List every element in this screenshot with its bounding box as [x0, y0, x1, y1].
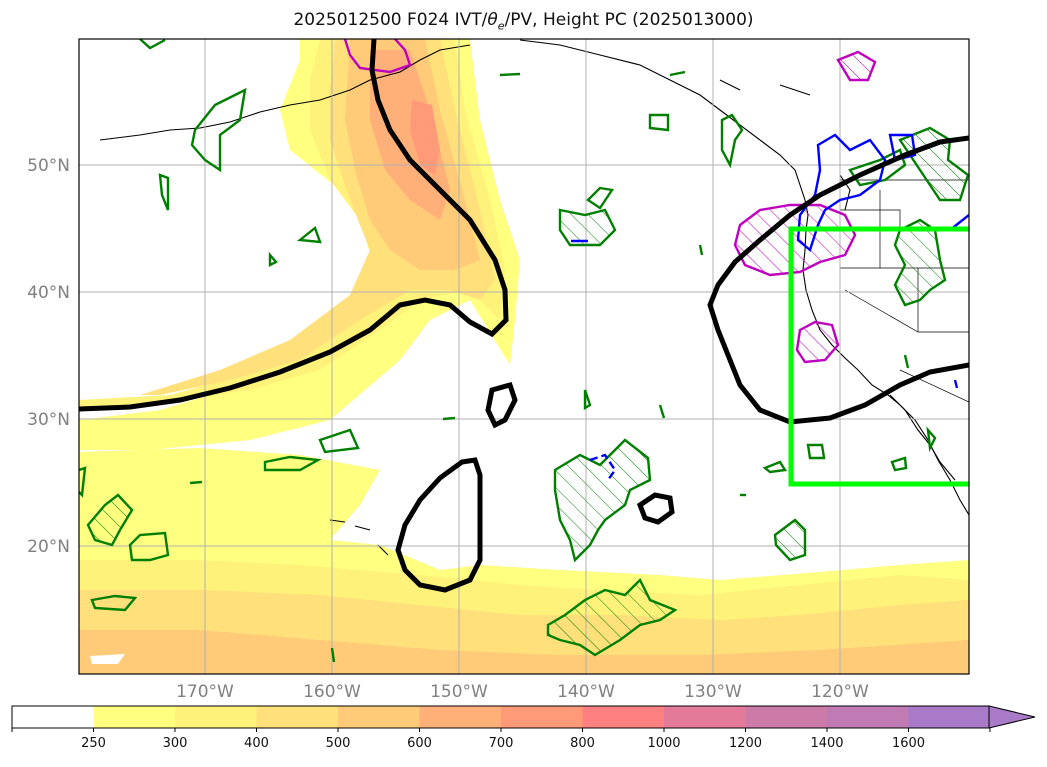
colorbar-segment: [582, 706, 665, 728]
colorbar-tick-label: 400: [244, 736, 269, 751]
map-title: 2025012500 F024 IVT/θe/PV, Height PC (20…: [0, 10, 1047, 32]
colorbar-segment: [338, 706, 420, 728]
lat-label: 20°N: [27, 537, 70, 557]
colorbar-segment: [827, 706, 909, 728]
map-area: [79, 39, 969, 674]
colorbar-segment: [419, 706, 502, 728]
colorbar-extend-arrow: [988, 705, 1036, 729]
colorbar-segment: [745, 706, 828, 728]
colorbar-segment: [93, 706, 176, 728]
colorbar-tick-label: 1600: [892, 736, 925, 751]
theta-e-hatching: [88, 128, 968, 655]
lon-label: 170°W: [176, 682, 234, 702]
map-frame: [78, 38, 970, 675]
graticule: [79, 39, 969, 674]
colorbar-tick-label: 800: [570, 736, 595, 751]
colorbar-tick-label: 600: [407, 736, 432, 751]
title-prefix: 2025012500 F024 IVT/: [293, 10, 488, 30]
lon-label: 160°W: [303, 682, 361, 702]
colorbar-tick-label: 500: [326, 736, 351, 751]
lon-label: 120°W: [811, 682, 869, 702]
lon-label: 150°W: [430, 682, 488, 702]
lat-label: 50°N: [27, 156, 70, 176]
ivt-band-south: [79, 448, 969, 674]
colorbar-segment: [256, 706, 339, 728]
colorbar-tick-label: 1000: [647, 736, 680, 751]
title-theta: θ: [487, 10, 498, 30]
lon-label: 130°W: [684, 682, 742, 702]
lat-label: 30°N: [27, 410, 70, 430]
colorbar-segment: [908, 706, 991, 728]
colorbar-segment: [175, 706, 257, 728]
colorbar: 250 300 400 500 600 700 800 1000 1200 1400 1600: [11, 705, 1036, 751]
latitude-labels: 50°N 40°N 30°N 20°N: [27, 156, 70, 557]
height-contours: [79, 39, 969, 593]
pv-positive-contours: [343, 39, 877, 364]
colorbar-tick-label: 700: [489, 736, 514, 751]
colorbar-segment: [12, 706, 94, 728]
colorbar-segment: [501, 706, 583, 728]
colorbar-segment: [664, 706, 746, 728]
colorbar-tick-label: 1200: [729, 736, 762, 751]
title-suffix: /PV, Height PC (2025013000): [504, 10, 754, 30]
lon-label: 140°W: [557, 682, 615, 702]
colorbar-tick-label: 300: [163, 736, 188, 751]
colorbar-tick-label: 1400: [810, 736, 843, 751]
colorbar-tick-label: 250: [81, 736, 106, 751]
title-theta-sub: e: [497, 19, 505, 33]
lat-label: 40°N: [27, 283, 70, 303]
domain-box: [788, 226, 969, 487]
longitude-labels: 170°W 160°W 150°W 140°W 130°W 120°W: [176, 682, 869, 702]
